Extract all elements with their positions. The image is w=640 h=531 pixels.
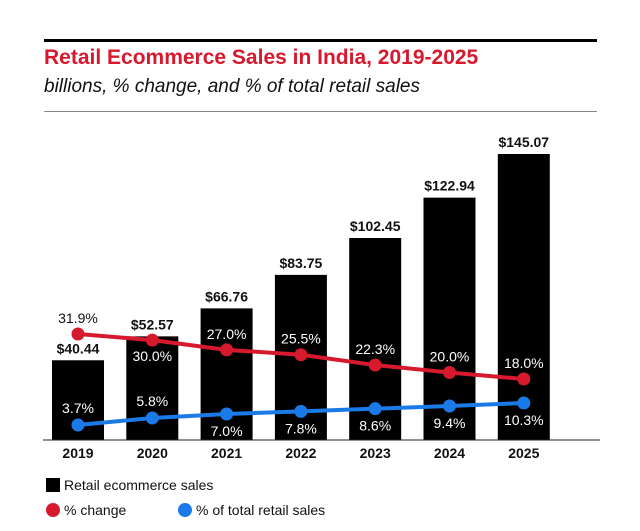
- x-tick-label-2020: 2020: [137, 445, 168, 461]
- change-point-2021: [220, 343, 234, 357]
- share-point-2025: [517, 396, 531, 410]
- change-point-2019: [71, 327, 85, 341]
- change-label-2025: 18.0%: [504, 355, 544, 371]
- chart-subtitle: billions, % change, and % of total retai…: [44, 76, 420, 97]
- share-label-2020: 5.8%: [136, 393, 168, 409]
- bar-value-label-2024: $122.94: [424, 178, 475, 194]
- bar-2025: [497, 154, 550, 440]
- x-tick-label-2019: 2019: [62, 445, 93, 461]
- x-tick-label-2022: 2022: [285, 445, 316, 461]
- legend-item-sales: Retail ecommerce sales: [46, 477, 213, 493]
- share-point-2023: [368, 402, 382, 416]
- share-point-2020: [145, 411, 159, 425]
- change-point-2023: [368, 358, 382, 372]
- change-label-2020: 30.0%: [132, 348, 172, 364]
- legend-red-dot-icon: [46, 503, 60, 517]
- subtitle-rule: [44, 111, 597, 112]
- change-point-2025: [517, 372, 531, 386]
- share-label-2021: 7.0%: [211, 423, 243, 439]
- legend-label-share: % of total retail sales: [196, 502, 326, 518]
- change-point-2024: [443, 366, 456, 380]
- share-point-2019: [71, 418, 85, 432]
- legend-label-change: % change: [64, 502, 127, 518]
- share-label-2024: 9.4%: [434, 415, 466, 431]
- share-label-2019: 3.7%: [62, 400, 94, 416]
- chart-title: Retail Ecommerce Sales in India, 2019-20…: [44, 46, 479, 69]
- share-label-2023: 8.6%: [359, 418, 391, 434]
- bar-value-label-2022: $83.75: [279, 255, 322, 271]
- bar-value-label-2025: $145.07: [498, 134, 549, 150]
- share-point-2024: [443, 399, 456, 413]
- share-label-2022: 7.8%: [285, 420, 317, 436]
- legend-item-share: % of total retail sales: [178, 502, 325, 518]
- change-point-2020: [145, 333, 159, 347]
- change-label-2024: 20.0%: [430, 349, 470, 365]
- bar-value-label-2023: $102.45: [350, 218, 401, 234]
- share-point-2021: [220, 407, 234, 421]
- x-tick-label-2021: 2021: [211, 445, 242, 461]
- legend-blue-dot-icon: [178, 503, 192, 517]
- top-rule: [44, 39, 597, 42]
- change-label-2019: 31.9%: [58, 310, 98, 326]
- change-label-2023: 22.3%: [355, 341, 395, 357]
- share-label-2025: 10.3%: [504, 412, 544, 428]
- legend-item-change: % change: [46, 502, 126, 518]
- share-point-2022: [294, 404, 308, 418]
- change-point-2022: [294, 348, 308, 362]
- x-tick-label-2024: 2024: [434, 445, 465, 461]
- legend-square-icon: [46, 478, 60, 492]
- change-label-2021: 27.0%: [207, 326, 247, 342]
- x-tick-label-2025: 2025: [508, 445, 539, 461]
- x-tick-label-2023: 2023: [360, 445, 391, 461]
- bar-value-label-2019: $40.44: [57, 340, 100, 356]
- bar-value-label-2021: $66.76: [205, 288, 248, 304]
- change-label-2022: 25.5%: [281, 331, 321, 347]
- bar-value-label-2020: $52.57: [131, 316, 174, 332]
- legend-label-sales: Retail ecommerce sales: [64, 477, 214, 493]
